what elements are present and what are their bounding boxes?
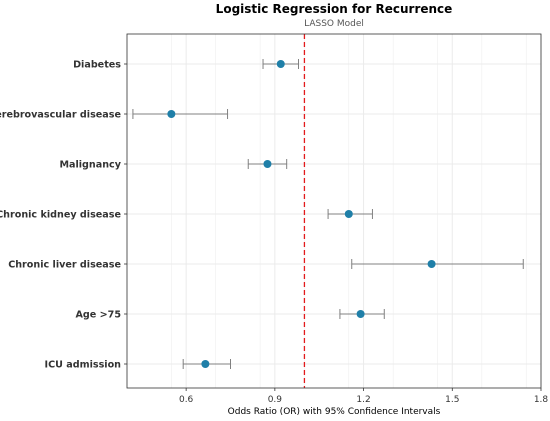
or-point bbox=[276, 60, 285, 68]
grid-lines bbox=[126, 34, 542, 388]
x-tick-label: 1.8 bbox=[534, 395, 549, 405]
row-label: ICU admission bbox=[45, 360, 122, 371]
panel-border bbox=[126, 33, 542, 389]
row-label: Diabetes bbox=[73, 60, 121, 71]
forest-rows: Diabetes Cerebrovascular disease Malignanc… bbox=[0, 59, 524, 371]
x-axis-label: Odds Ratio (OR) with 95% Confidence Inte… bbox=[228, 407, 441, 417]
row-label: Chronic liver disease bbox=[8, 260, 121, 271]
or-point bbox=[344, 210, 353, 218]
forest-row: ICU admission bbox=[45, 359, 231, 371]
x-tick-label: 0.6 bbox=[179, 395, 194, 405]
row-label: Chronic kidney disease bbox=[0, 210, 121, 221]
or-point bbox=[427, 260, 436, 268]
or-point bbox=[263, 160, 272, 168]
or-point bbox=[201, 360, 210, 368]
x-tick-label: 1.5 bbox=[445, 395, 459, 405]
or-point bbox=[356, 310, 365, 318]
chart-title: Logistic Regression for Recurrence bbox=[216, 2, 453, 16]
x-tick-label: 0.9 bbox=[268, 395, 283, 405]
forest-row: Diabetes bbox=[73, 59, 300, 71]
or-point bbox=[167, 110, 176, 118]
forest-row: Chronic kidney disease bbox=[0, 209, 373, 221]
forest-row: Age >75 bbox=[75, 309, 385, 321]
chart-subtitle: LASSO Model bbox=[304, 19, 364, 29]
forest-row: Chronic liver disease bbox=[8, 259, 524, 271]
forest-row: Malignancy bbox=[59, 159, 288, 171]
row-label: Cerebrovascular disease bbox=[0, 110, 121, 121]
row-label: Malignancy bbox=[59, 160, 121, 171]
x-tick-label: 1.2 bbox=[356, 395, 370, 405]
x-axis: 0.6 0.9 1.2 1.5 1.8 bbox=[179, 388, 548, 405]
forest-row: Cerebrovascular disease bbox=[0, 109, 229, 121]
row-label: Age >75 bbox=[75, 310, 121, 321]
